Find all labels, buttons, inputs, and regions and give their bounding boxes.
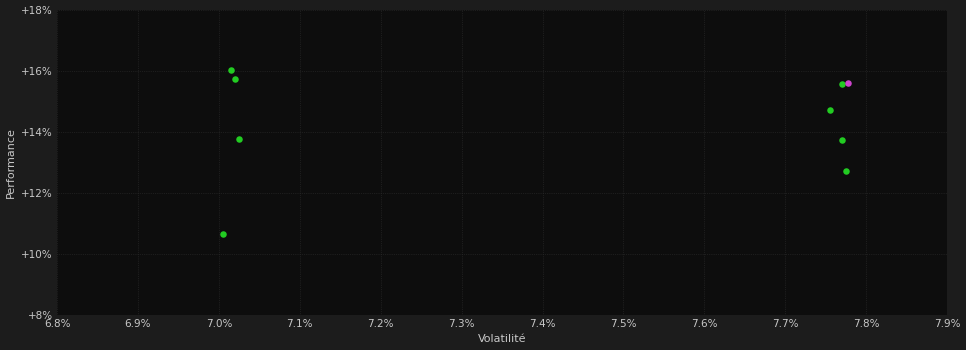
- Point: [835, 82, 850, 87]
- Point: [232, 136, 247, 142]
- Point: [835, 137, 850, 143]
- Point: [822, 107, 838, 112]
- Point: [223, 67, 239, 73]
- Point: [838, 168, 854, 174]
- Point: [227, 76, 242, 82]
- X-axis label: Volatilité: Volatilité: [478, 335, 526, 344]
- Point: [840, 80, 856, 86]
- Y-axis label: Performance: Performance: [6, 127, 15, 198]
- Point: [215, 232, 231, 237]
